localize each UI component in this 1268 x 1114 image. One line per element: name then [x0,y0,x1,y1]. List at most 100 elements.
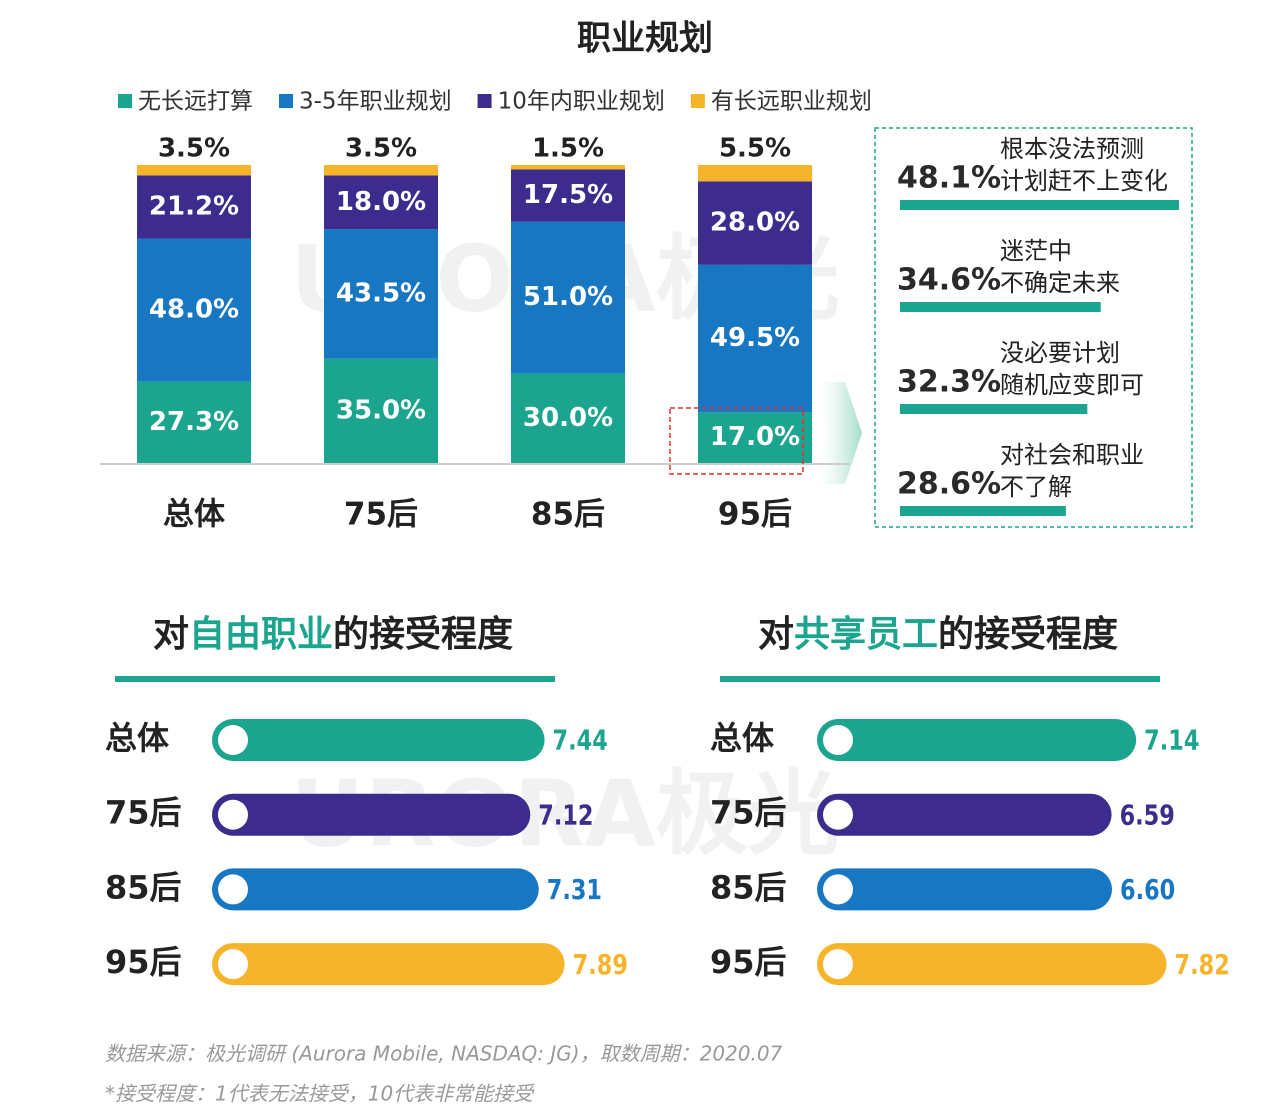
legend-swatch [279,94,293,108]
value-label: 7.89 [573,947,628,980]
reason-bar [900,302,1101,312]
value-label: 7.82 [1175,947,1230,980]
reason-bar [900,506,1066,516]
reason-value: 32.3% [897,365,1001,400]
value-label: 17.0% [710,422,800,452]
reason-value: 48.1% [897,161,1001,196]
bar [212,719,545,761]
reason-bar [900,404,1088,414]
value-label: 6.59 [1120,798,1175,831]
bar-segment [324,229,438,359]
title-part: 对 [153,614,189,655]
title-part: 自由职业 [189,614,333,655]
chart-title: 对共享员工的接受程度 [758,614,1118,655]
legend-label: 无长远打算 [138,89,253,115]
legend-swatch [477,94,492,108]
value-label: 7.44 [553,723,608,756]
title-part: 的接受程度 [938,614,1118,655]
title-part: 共享员工 [794,614,938,655]
value-label: 35.0% [336,395,426,425]
value-label: 17.5% [523,180,613,210]
bar [817,793,1112,836]
arrow [812,382,862,484]
bar-segment [137,238,251,382]
source-note: 数据来源：极光调研 (Aurora Mobile, NASDAQ: JG)，取数… [105,1042,783,1066]
y-tick-label: 总体 [105,719,169,757]
bar-segment [511,373,625,463]
bar-knob [823,725,853,755]
value-label: 3.5% [158,134,230,164]
bar-segment [324,165,438,176]
reason-label: 迷茫中 不确定未来 [1000,237,1120,297]
bar-segment [137,381,251,463]
value-label: 43.5% [336,278,426,308]
reason-panel [874,127,1193,528]
title-underline [115,676,555,682]
value-label: 7.12 [538,798,593,831]
legend-label: 有长远职业规划 [711,89,872,115]
bar-segment [511,165,625,170]
chart-title: 对自由职业的接受程度 [153,614,513,655]
bar [817,943,1167,986]
bar-knob [823,874,853,905]
value-label: 48.0% [149,295,239,325]
bar [212,868,539,911]
value-label: 51.0% [523,282,613,312]
bar [817,868,1113,911]
x-tick-label: 85后 [531,497,605,533]
bar-segment [511,221,625,374]
value-label: 5.5% [719,134,791,164]
bar-segment [698,165,812,182]
reason-label: 根本没法预测 计划赶不上变化 [1000,135,1168,195]
value-label: 30.0% [523,403,613,433]
highlight-box [669,407,804,475]
bar-knob [218,799,248,830]
x-tick-label: 总体 [163,497,225,533]
value-label: 1.5% [532,134,604,164]
bar-segment [511,169,625,222]
bar [212,793,531,836]
legend-swatch [690,94,705,108]
value-label: 6.60 [1120,873,1175,906]
bar-segment [698,181,812,265]
y-tick-label: 85后 [710,868,787,906]
value-label: 7.14 [1144,723,1199,756]
bar [212,943,565,986]
reason-value: 28.6% [897,467,1001,502]
bar-knob [823,799,853,830]
reason-value: 34.6% [897,263,1001,298]
x-tick-label: 75后 [344,497,418,533]
legend-label: 3-5年职业规划 [299,89,452,115]
bar-knob [218,725,248,755]
reason-bar [900,200,1179,210]
value-label: 28.0% [710,208,800,238]
title-part: 对 [758,614,794,655]
reason-label: 没必要计划 随机应变即可 [1000,339,1144,399]
value-label: 49.5% [710,323,800,353]
value-label: 21.2% [149,192,239,222]
value-label: 27.3% [149,407,239,437]
title-underline [720,676,1160,682]
y-tick-label: 85后 [105,868,182,906]
reason-label: 对社会和职业 不了解 [1000,441,1144,501]
y-tick-label: 95后 [710,943,787,981]
bar-segment [698,264,812,413]
bar-segment [698,412,812,463]
y-tick-label: 75后 [105,794,182,832]
footnote: *接受程度：1代表无法接受，10代表非常能接受 [105,1082,535,1106]
bar-segment [324,358,438,463]
bar-segment [137,165,251,176]
chart-title: 职业规划 [577,19,713,59]
y-tick-label: 75后 [710,794,787,832]
bar-segment [324,175,438,230]
legend-label: 10年内职业规划 [498,89,665,115]
value-label: 3.5% [345,134,417,164]
legend-swatch [118,94,132,108]
x-tick-label: 95后 [718,497,792,533]
bar-segment [137,175,251,239]
value-label: 18.0% [336,187,426,217]
y-tick-label: 95后 [105,943,182,981]
y-tick-label: 总体 [710,719,774,757]
